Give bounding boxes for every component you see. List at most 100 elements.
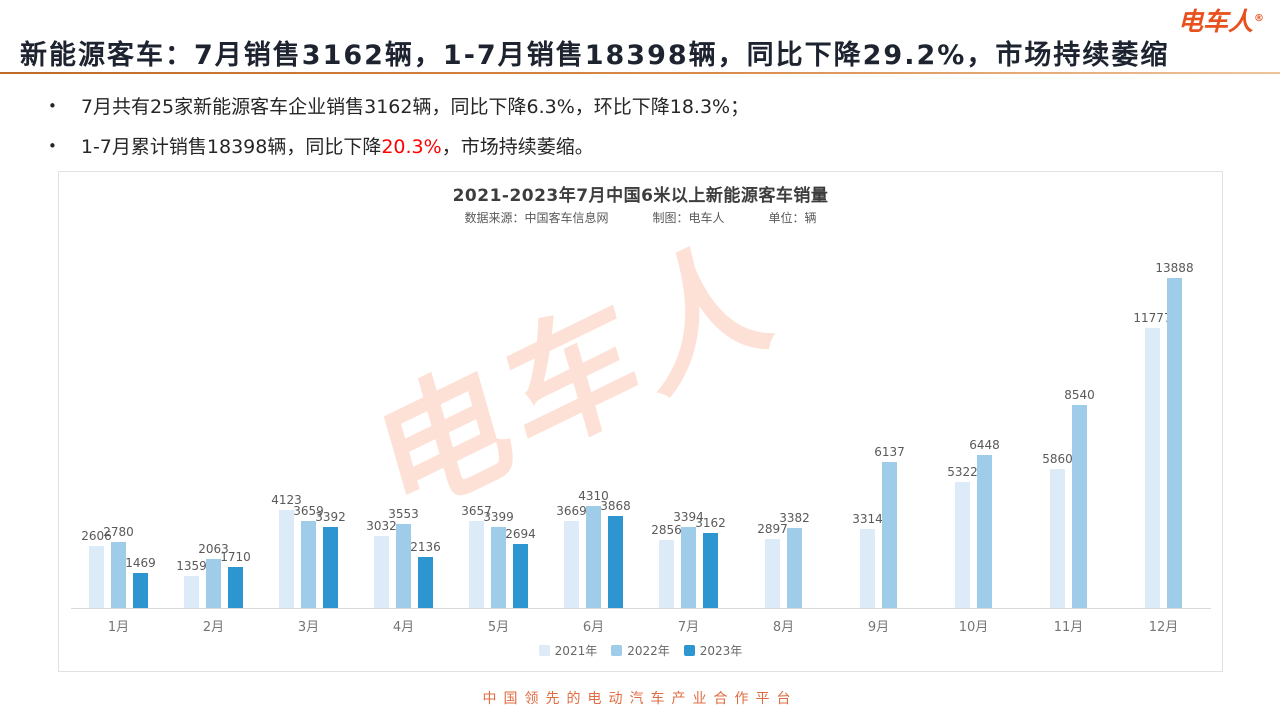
bullet-2-highlight: 20.3% xyxy=(381,135,442,158)
bar-2022年-10月: 6448 xyxy=(969,438,1000,608)
bar-group-11月: 5860 8540 11月 xyxy=(1021,172,1116,635)
bullet-list: 7月共有25家新能源客车企业销售3162辆，同比下降6.3%，环比下降18.3%… xyxy=(48,94,749,173)
bar-2022年-5月: 3399 xyxy=(483,510,514,608)
bar-2021年-6月: 3669 xyxy=(556,504,587,608)
bar-2023年-3月: 3392 xyxy=(315,510,346,608)
brand-logo-text: 电车人 xyxy=(1177,7,1253,36)
bar-value-label: 6448 xyxy=(969,437,1000,452)
bar-value-label: 2606 xyxy=(81,529,112,544)
bar-value-label: 2780 xyxy=(103,524,134,539)
brand-logo: 电车人® xyxy=(1178,8,1264,36)
bar-2023年-7月: 3162 xyxy=(695,516,726,608)
chart-legend: 2021年 2022年 2023年 xyxy=(59,642,1222,659)
chart-title: 2021-2023年7月中国6米以上新能源客车销量 xyxy=(452,186,829,206)
bar-value-label: 5860 xyxy=(1042,451,1073,466)
legend-label: 2023年 xyxy=(699,644,743,658)
bar-value-label: 2136 xyxy=(410,540,441,555)
x-axis-tick-label: 7月 xyxy=(677,620,700,635)
legend-swatch-icon xyxy=(683,645,695,656)
bar-value-label: 2063 xyxy=(198,542,229,556)
page-title: 新能源客车：7月销售3162辆，1-7月销售18398辆，同比下降29.2%，市… xyxy=(20,40,1170,71)
chart-panel: 2021-2023年7月中国6米以上新能源客车销量 数据来源：中国客车信息网 制… xyxy=(58,171,1223,672)
x-axis-tick-label: 1月 xyxy=(107,620,130,635)
bar-2022年-9月: 6137 xyxy=(874,445,905,608)
bar-2021年-5月: 3657 xyxy=(461,504,492,608)
bar-value-label: 5322 xyxy=(947,464,978,479)
registered-trademark-icon: ® xyxy=(1254,12,1264,24)
legend-item-2023年: 2023年 xyxy=(683,642,743,659)
bar-value-label: 8540 xyxy=(1064,388,1095,403)
bullet-2-tail: ，市场持续萎缩。 xyxy=(441,135,594,158)
bar-group-9月: 3314 6137 9月 xyxy=(831,172,926,635)
bar-value-label: 1359 xyxy=(176,558,207,573)
bar-2022年-2月: 2063 xyxy=(198,542,229,608)
bar-value-label: 3657 xyxy=(461,504,492,519)
bar-value-label: 3394 xyxy=(673,510,704,525)
legend-label: 2022年 xyxy=(627,644,670,658)
bar-2022年-11月: 8540 xyxy=(1064,388,1095,608)
bar-value-label: 3868 xyxy=(600,499,631,514)
bar-value-label: 1710 xyxy=(220,550,251,565)
bar-value-label: 4310 xyxy=(578,488,609,503)
bar-group-1月: 2606 2780 1469 1月 xyxy=(71,172,166,635)
legend-item-2022年: 2022年 xyxy=(611,642,670,659)
chart-plot: 2606 2780 1469 1月 1359 2063 1710 2月 4123 3659 3392… xyxy=(71,172,1211,635)
x-axis-tick-label: 11月 xyxy=(1053,620,1084,635)
bar-value-label: 6137 xyxy=(874,445,905,460)
bar-2021年-4月: 3032 xyxy=(366,519,397,608)
x-axis-tick-label: 2月 xyxy=(202,620,225,635)
bar-group-6月: 3669 4310 3868 6月 xyxy=(546,172,641,635)
bar-value-label: 2856 xyxy=(651,523,682,538)
x-axis-tick-label: 9月 xyxy=(867,620,890,635)
title-divider xyxy=(0,72,1280,74)
bar-group-4月: 3032 3553 2136 4月 xyxy=(356,172,451,635)
x-axis-tick-label: 10月 xyxy=(958,620,989,635)
bar-value-label: 1469 xyxy=(125,556,156,571)
bar-2021年-9月: 3314 xyxy=(852,512,883,608)
bar-2022年-6月: 4310 xyxy=(578,489,609,608)
x-axis-tick-label: 6月 xyxy=(582,620,605,635)
bar-value-label: 3382 xyxy=(779,510,810,525)
bar-value-label: 3314 xyxy=(852,512,883,527)
bar-2022年-7月: 3394 xyxy=(673,510,704,608)
bar-value-label: 3032 xyxy=(366,519,397,533)
bar-group-2月: 1359 2063 1710 2月 xyxy=(166,172,261,635)
bar-2021年-10月: 5322 xyxy=(947,465,978,608)
bar-2022年-3月: 3659 xyxy=(293,504,324,608)
bullet-item-2: 1-7月累计销售18398辆，同比下降20.3%，市场持续萎缩。 xyxy=(48,134,749,162)
bar-value-label: 3669 xyxy=(556,503,587,518)
x-axis-tick-label: 12月 xyxy=(1148,620,1179,635)
bar-group-8月: 2897 3382 8月 xyxy=(736,172,831,635)
bar-2021年-2月: 1359 xyxy=(176,559,207,608)
x-axis-line xyxy=(71,608,1211,609)
bar-value-label: 3162 xyxy=(695,515,726,530)
bar-2021年-8月: 2897 xyxy=(757,522,788,608)
bar-group-5月: 3657 3399 2694 5月 xyxy=(451,172,546,635)
bar-2023年-2月: 1710 xyxy=(220,550,251,608)
bar-group-3月: 4123 3659 3392 3月 xyxy=(261,172,356,635)
chart-data-source: 数据来源：中国客车信息网 xyxy=(464,211,609,225)
bar-group-10月: 5322 6448 10月 xyxy=(926,172,1021,635)
chart-subtitle: 数据来源：中国客车信息网 制图：电车人 单位：辆 xyxy=(59,209,1222,226)
bar-value-label: 3659 xyxy=(293,504,324,519)
bar-2021年-11月: 5860 xyxy=(1042,452,1073,608)
bar-2021年-3月: 4123 xyxy=(271,493,302,608)
bar-value-label: 2897 xyxy=(757,522,788,537)
bar-2023年-6月: 3868 xyxy=(600,499,631,608)
bar-2022年-1月: 2780 xyxy=(103,525,134,608)
bar-2022年-12月: 13888 xyxy=(1155,261,1194,608)
chart-unit: 单位：辆 xyxy=(768,211,817,225)
legend-item-2021年: 2021年 xyxy=(538,642,598,659)
bar-group-7月: 2856 3394 3162 7月 xyxy=(641,172,736,635)
bar-2021年-1月: 2606 xyxy=(81,529,112,608)
x-axis-tick-label: 3月 xyxy=(297,620,320,635)
bar-value-label: 13888 xyxy=(1155,261,1194,275)
bar-value-label: 2694 xyxy=(505,527,536,541)
bar-2022年-8月: 3382 xyxy=(779,511,810,608)
legend-swatch-icon xyxy=(611,645,623,656)
bar-2023年-4月: 2136 xyxy=(410,540,441,608)
legend-label: 2021年 xyxy=(554,644,598,658)
footer-tagline: 中国领先的电动汽车产业合作平台 xyxy=(482,691,798,707)
bar-2023年-5月: 2694 xyxy=(505,527,536,608)
